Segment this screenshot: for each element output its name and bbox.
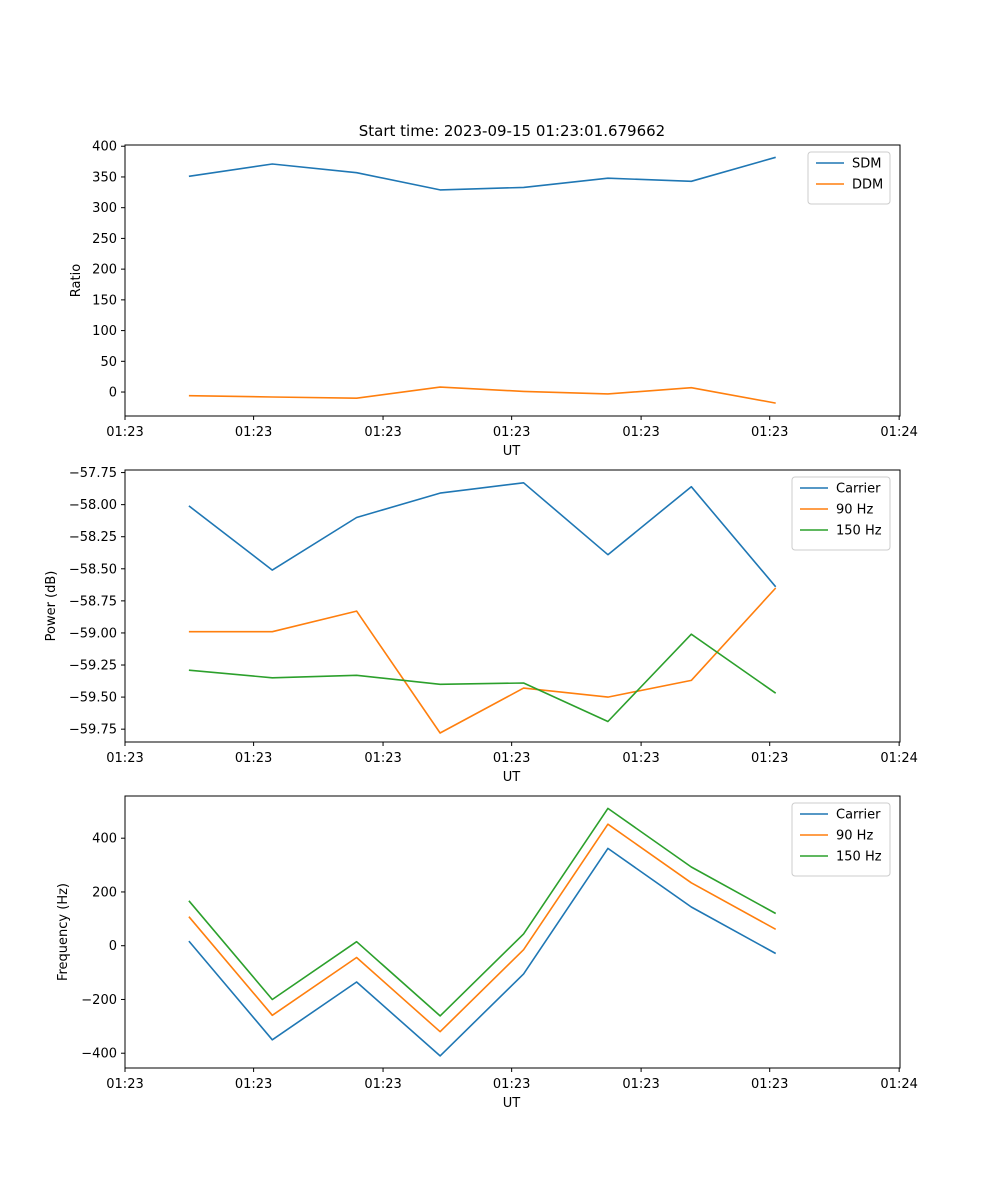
- x-tick-label: 01:23: [106, 1077, 143, 1092]
- x-axis-label: UT: [503, 770, 521, 785]
- y-tick-label: −58.25: [69, 530, 117, 545]
- x-tick-label: 01:24: [880, 1077, 917, 1092]
- legend-label: Carrier: [836, 482, 881, 497]
- chart-panel-3: 01:23 01:23 01:23 01:23 01:23 01:23 01:24 −400 −…: [56, 795, 918, 1111]
- x-axis-label: UT: [503, 444, 521, 459]
- y-tick-label: 400: [92, 140, 117, 155]
- x-tick-label: 01:23: [106, 751, 143, 766]
- y-tick-label: −58.50: [69, 562, 117, 577]
- y-tick-label: 250: [92, 232, 117, 247]
- axes-frame: [124, 144, 901, 417]
- y-tick-label: 200: [92, 885, 117, 900]
- legend: Carrier 90 Hz 150 Hz: [791, 802, 891, 877]
- y-tick-label: 100: [92, 324, 117, 339]
- x-tick-label: 01:23: [364, 425, 401, 440]
- y-tick-label: −57.75: [69, 466, 117, 481]
- legend-label: Carrier: [836, 808, 881, 823]
- legend-label: 150 Hz: [836, 524, 882, 539]
- x-tick-label: 01:23: [493, 1077, 530, 1092]
- x-tick-label: 01:23: [493, 751, 530, 766]
- y-tick-label: 400: [92, 832, 117, 847]
- y-tick-label: −200: [81, 993, 117, 1008]
- x-tick-label: 01:23: [751, 751, 788, 766]
- figure-title: Start time: 2023-09-15 01:23:01.679662: [359, 122, 665, 140]
- series-line-150-hz: [188, 807, 777, 1017]
- y-axis-label: Ratio: [69, 264, 84, 297]
- legend-box: [807, 151, 891, 205]
- x-tick-label: 01:23: [364, 751, 401, 766]
- x-tick-label: 01:23: [235, 425, 272, 440]
- axes-frame: [124, 795, 901, 1069]
- y-tick-label: −58.00: [69, 498, 117, 513]
- chart-panel-2: 01:23 01:23 01:23 01:23 01:23 01:23 01:24 −59.7…: [44, 466, 918, 785]
- x-axis-label: UT: [503, 1096, 521, 1111]
- chart-panel-1: 01:23 01:23 01:23 01:23 01:23 01:23 01:24 0 50 10…: [69, 140, 918, 459]
- series-line-150-hz: [188, 633, 777, 723]
- legend: SDM DDM: [807, 151, 891, 205]
- x-tick-label: 01:23: [751, 1077, 788, 1092]
- y-axis-label: Frequency (Hz): [56, 883, 71, 981]
- series-line-sdm: [188, 156, 776, 191]
- x-tick-label: 01:23: [235, 751, 272, 766]
- y-tick-label: −59.75: [69, 723, 117, 738]
- series-line-carrier: [188, 481, 777, 588]
- y-tick-label: −59.50: [69, 691, 117, 706]
- x-tick-label: 01:24: [880, 751, 917, 766]
- y-tick-label: 150: [92, 293, 117, 308]
- x-tick-label: 01:23: [493, 425, 530, 440]
- x-tick-label: 01:24: [880, 425, 917, 440]
- y-tick-label: 50: [100, 355, 117, 370]
- legend-label: 150 Hz: [836, 850, 882, 865]
- legend-label: DDM: [852, 178, 883, 193]
- y-tick-label: −400: [81, 1047, 117, 1062]
- y-tick-label: 0: [109, 939, 117, 954]
- legend-box: [791, 476, 891, 551]
- x-tick-label: 01:23: [622, 751, 659, 766]
- legend-label: 90 Hz: [836, 503, 873, 518]
- legend: Carrier 90 Hz 150 Hz: [791, 476, 891, 551]
- y-tick-label: −58.75: [69, 594, 117, 609]
- axes-frame: [124, 469, 901, 743]
- y-tick-label: 0: [109, 386, 117, 401]
- y-axis-label: Power (dB): [44, 571, 59, 642]
- y-tick-label: −59.00: [69, 626, 117, 641]
- series-line-90-hz: [188, 587, 777, 734]
- series-line-ddm: [188, 386, 776, 404]
- x-tick-label: 01:23: [622, 1077, 659, 1092]
- x-tick-label: 01:23: [106, 425, 143, 440]
- chart-panels: 01:23 01:23 01:23 01:23 01:23 01:23 01:24 0 50 10…: [44, 140, 918, 1111]
- legend-box: [791, 802, 891, 877]
- y-tick-label: −59.25: [69, 659, 117, 674]
- legend-label: SDM: [852, 157, 881, 172]
- y-tick-label: 300: [92, 201, 117, 216]
- x-tick-label: 01:23: [751, 425, 788, 440]
- y-tick-label: 200: [92, 263, 117, 278]
- series-line-carrier: [188, 847, 777, 1057]
- legend-label: 90 Hz: [836, 829, 873, 844]
- y-tick-label: 350: [92, 170, 117, 185]
- x-tick-label: 01:23: [622, 425, 659, 440]
- series-line-90-hz: [188, 823, 777, 1033]
- x-tick-label: 01:23: [235, 1077, 272, 1092]
- x-tick-label: 01:23: [364, 1077, 401, 1092]
